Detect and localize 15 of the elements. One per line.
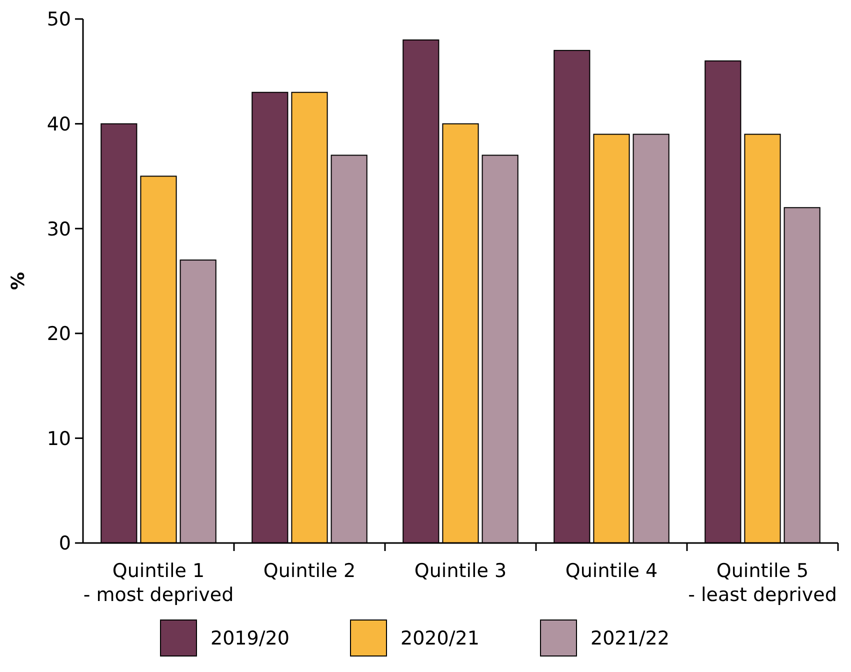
y-tick-label: 10 [46,428,71,450]
legend-label: 2020/21 [400,628,480,650]
x-tick-label: Quintile 3 [414,560,507,582]
y-axis-title: % [8,272,29,290]
x-tick-label: Quintile 2 [263,560,356,582]
x-tick-label: Quintile 5 - least deprived [688,560,837,606]
y-tick-label: 0 [58,532,71,555]
y-tick-label: 50 [46,8,71,31]
y-tick-label: 40 [46,113,71,136]
y-tick-label: 30 [46,218,71,240]
y-tick-label: 20 [46,323,71,346]
x-tick-label: Quintile 4 [565,560,658,582]
legend-label: 2021/22 [590,628,670,650]
legend-label: 2019/20 [210,628,290,650]
x-tick-label: Quintile 1 - most deprived [83,560,234,606]
